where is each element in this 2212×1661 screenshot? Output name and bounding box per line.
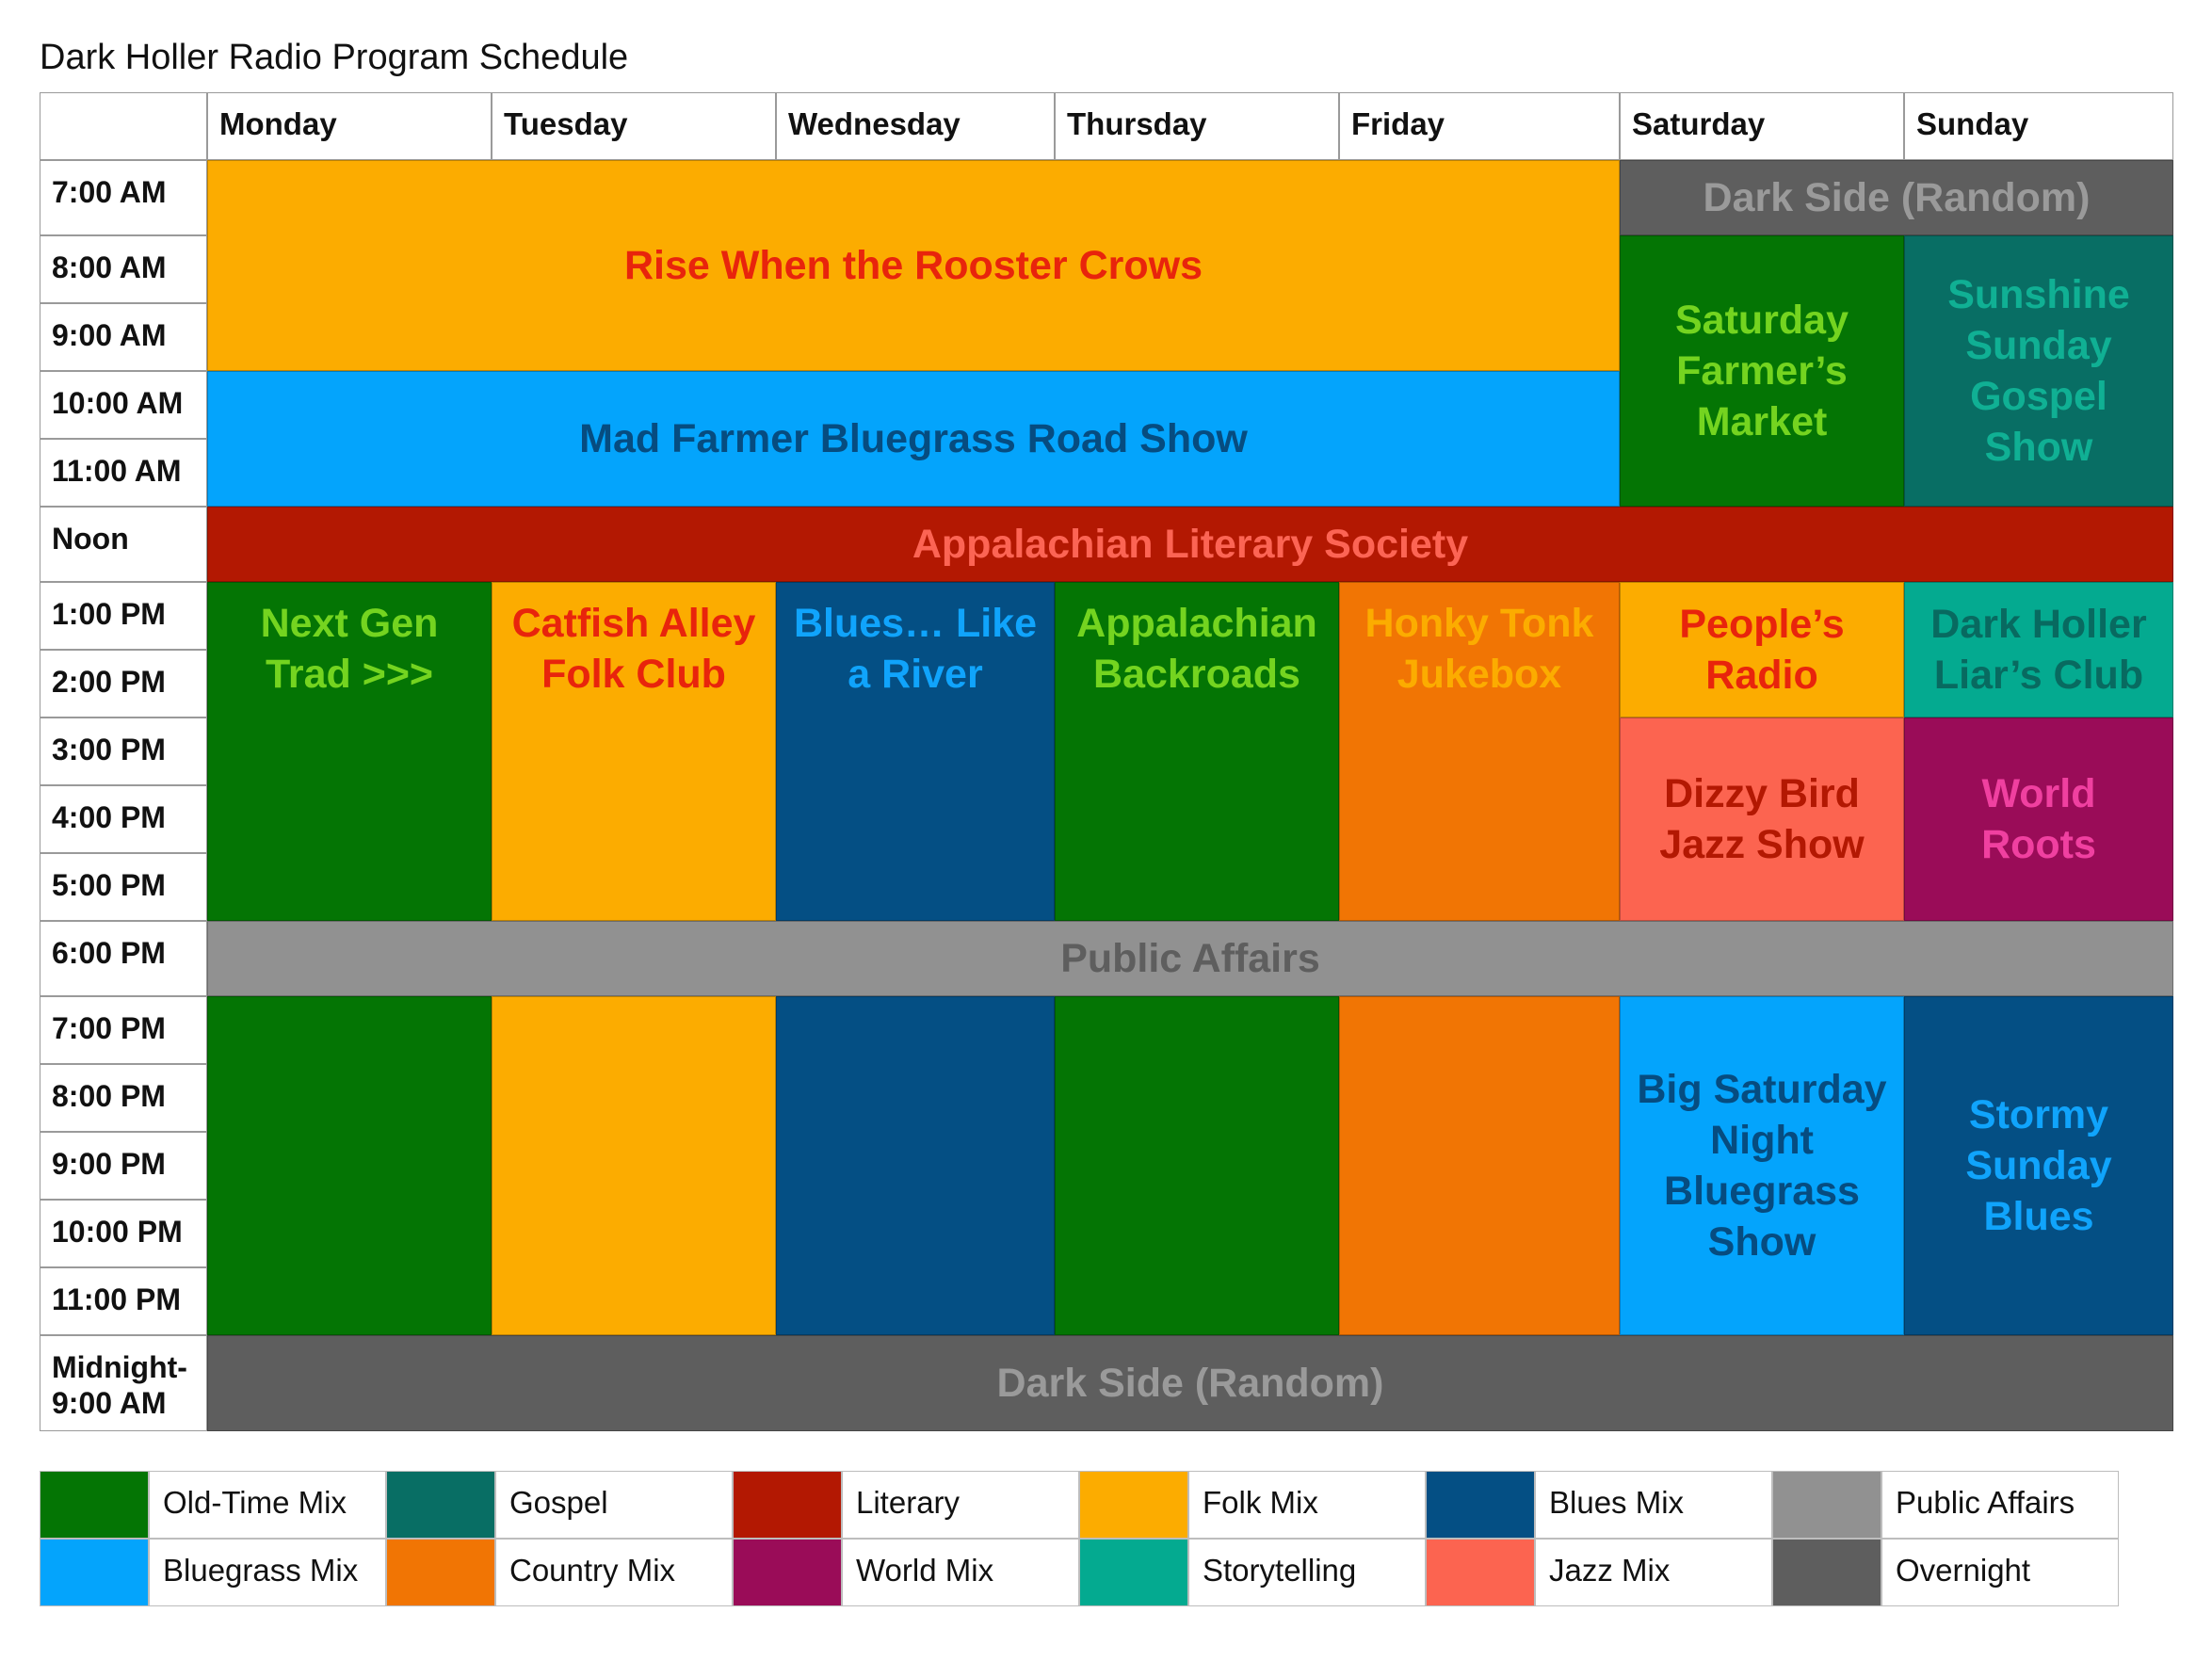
- legend-label-literary: Literary: [842, 1471, 1079, 1539]
- program-catfish-alley-folk-club: Catfish Alley Folk Club: [492, 582, 776, 921]
- program-block-folk-tuesday: [492, 996, 776, 1335]
- program-stormy-sunday-blues: Stormy Sunday Blues: [1904, 996, 2173, 1335]
- program-appalachian-literary-society: Appalachian Literary Society: [207, 507, 2173, 582]
- legend-swatch-jazz-mix: [1426, 1539, 1535, 1606]
- program-big-saturday-night-bluegrass-show: Big Saturday Night Bluegrass Show: [1620, 996, 1904, 1335]
- time-label: 9:00 PM: [40, 1132, 207, 1200]
- day-header-tuesday: Tuesday: [492, 92, 776, 160]
- program-world-roots: World Roots: [1904, 718, 2173, 921]
- legend-swatch-literary: [733, 1471, 842, 1539]
- time-label: Noon: [40, 507, 207, 582]
- time-label: 7:00 PM: [40, 996, 207, 1064]
- time-label: 6:00 PM: [40, 921, 207, 996]
- legend-label-folk-mix: Folk Mix: [1188, 1471, 1426, 1539]
- legend-swatch-world-mix: [733, 1539, 842, 1606]
- program-mad-farmer-bluegrass-road-show: Mad Farmer Bluegrass Road Show: [207, 371, 1620, 507]
- time-label: 5:00 PM: [40, 853, 207, 921]
- program-rise-when-the-rooster-crows: Rise When the Rooster Crows: [207, 160, 1620, 371]
- legend-swatch-folk-mix: [1079, 1471, 1188, 1539]
- legend-label-gospel: Gospel: [495, 1471, 733, 1539]
- time-label: 8:00 PM: [40, 1064, 207, 1132]
- legend-swatch-overnight: [1772, 1539, 1881, 1606]
- legend-swatch-old-time-mix: [40, 1471, 149, 1539]
- day-header-saturday: Saturday: [1620, 92, 1904, 160]
- program-dark-holler-liars-club: Dark Holler Liar’s Club: [1904, 582, 2173, 718]
- program-blues-like-a-river: Blues… Like a River: [776, 582, 1055, 921]
- program-dark-side-overnight: Dark Side (Random): [207, 1335, 2173, 1431]
- time-label: 4:00 PM: [40, 785, 207, 853]
- legend-label-world-mix: World Mix: [842, 1539, 1079, 1606]
- legend-swatch-bluegrass-mix: [40, 1539, 149, 1606]
- program-block-old-time-monday: [207, 996, 492, 1335]
- program-next-gen-trad: Next Gen Trad >>>: [207, 582, 492, 921]
- legend-label-blues-mix: Blues Mix: [1535, 1471, 1772, 1539]
- legend-label-public-affairs: Public Affairs: [1881, 1471, 2119, 1539]
- program-block-country-friday: [1339, 996, 1620, 1335]
- program-saturday-farmers-market: Saturday Farmer’s Market: [1620, 235, 1904, 507]
- legend-label-old-time-mix: Old-Time Mix: [149, 1471, 386, 1539]
- day-header-friday: Friday: [1339, 92, 1620, 160]
- time-label: 10:00 AM: [40, 371, 207, 439]
- time-label: 10:00 PM: [40, 1200, 207, 1267]
- legend-swatch-country-mix: [386, 1539, 495, 1606]
- legend-swatch-storytelling: [1079, 1539, 1188, 1606]
- page-title: Dark Holler Radio Program Schedule: [40, 38, 629, 77]
- program-block-blues-wednesday: [776, 996, 1055, 1335]
- program-sunshine-sunday-gospel-show: Sunshine Sunday Gospel Show: [1904, 235, 2173, 507]
- time-label: 11:00 PM: [40, 1267, 207, 1335]
- program-honky-tonk-jukebox: Honky Tonk Jukebox: [1339, 582, 1620, 921]
- time-label: 9:00 AM: [40, 303, 207, 371]
- program-dizzy-bird-jazz-show: Dizzy Bird Jazz Show: [1620, 718, 1904, 921]
- legend-label-storytelling: Storytelling: [1188, 1539, 1426, 1606]
- time-label: Midnight- 9:00 AM: [40, 1335, 207, 1431]
- program-peoples-radio: People’s Radio: [1620, 582, 1904, 718]
- day-header-wednesday: Wednesday: [776, 92, 1055, 160]
- day-header-sunday: Sunday: [1904, 92, 2173, 160]
- time-label: 1:00 PM: [40, 582, 207, 650]
- legend-label-jazz-mix: Jazz Mix: [1535, 1539, 1772, 1606]
- corner-cell: [40, 92, 207, 160]
- time-label: 11:00 AM: [40, 439, 207, 507]
- program-appalachian-backroads: Appalachian Backroads: [1055, 582, 1339, 921]
- day-header-thursday: Thursday: [1055, 92, 1339, 160]
- program-public-affairs: Public Affairs: [207, 921, 2173, 996]
- program-block-old-time-thursday: [1055, 996, 1339, 1335]
- legend-swatch-blues-mix: [1426, 1471, 1535, 1539]
- time-label: 7:00 AM: [40, 160, 207, 235]
- legend-label-bluegrass-mix: Bluegrass Mix: [149, 1539, 386, 1606]
- time-label: 3:00 PM: [40, 718, 207, 785]
- program-dark-side-saturday-morning: Dark Side (Random): [1620, 160, 2173, 235]
- legend-swatch-gospel: [386, 1471, 495, 1539]
- legend-label-country-mix: Country Mix: [495, 1539, 733, 1606]
- legend-label-overnight: Overnight: [1881, 1539, 2119, 1606]
- time-label: 2:00 PM: [40, 650, 207, 718]
- time-label: 8:00 AM: [40, 235, 207, 303]
- legend-swatch-public-affairs: [1772, 1471, 1881, 1539]
- day-header-monday: Monday: [207, 92, 492, 160]
